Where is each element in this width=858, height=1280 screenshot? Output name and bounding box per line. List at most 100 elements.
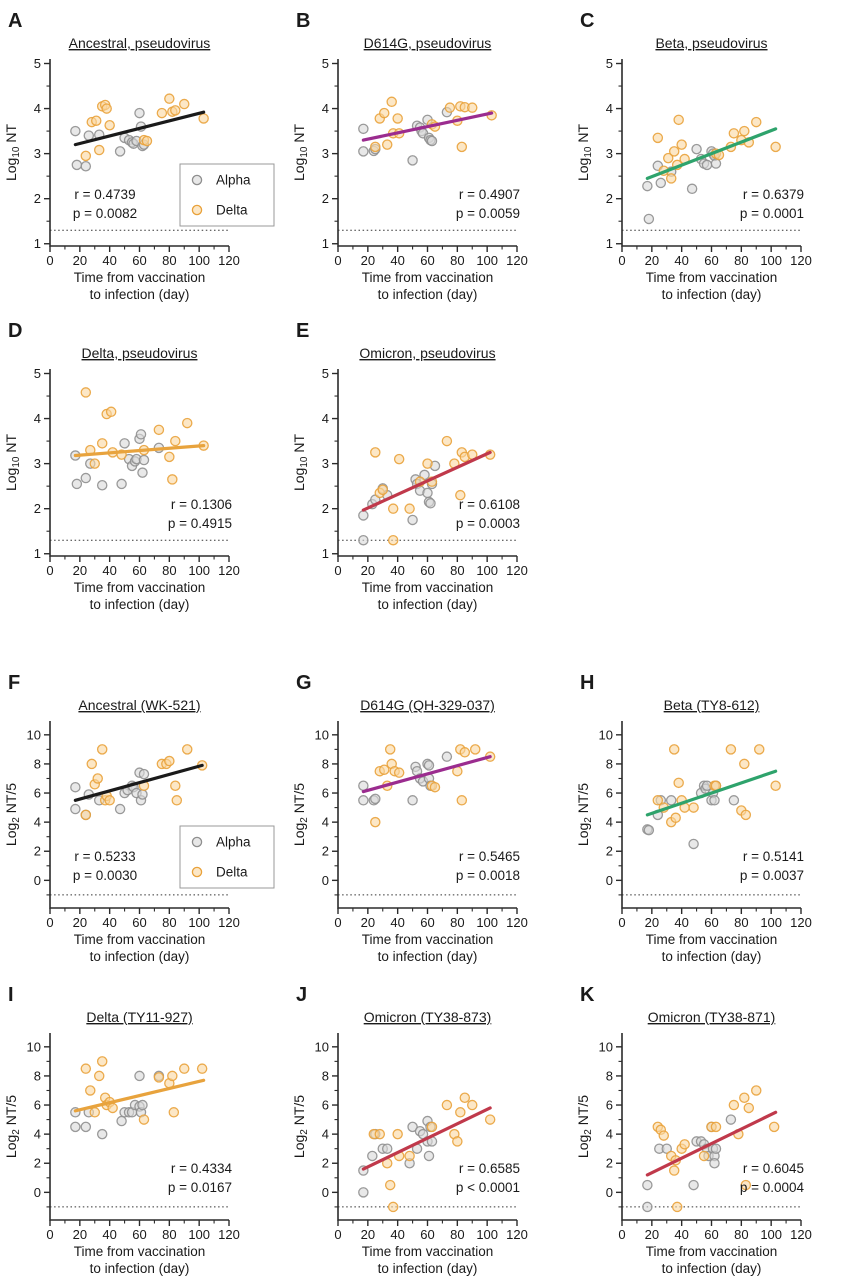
data-point-delta [469,744,481,755]
data-point-delta [167,1070,178,1082]
data-point-alpha [728,795,740,806]
panel-title: Beta, pseudovirus [655,35,767,51]
x-tick-label: 20 [361,253,375,268]
data-point-delta [393,767,405,778]
x-tick-label: 0 [334,253,341,268]
y-tick-label: 8 [606,756,613,771]
data-point-delta [698,1150,710,1162]
x-tick-label: 80 [734,253,748,268]
r-value: r = 0.5141 [743,849,804,864]
y-axis-label: Log2 NT/5 [3,783,22,846]
x-axis-label-line2: to infection (day) [378,597,478,612]
x-tick-label: 20 [361,563,375,578]
y-axis-label: Log10 NT [3,434,22,491]
data-point-delta [153,424,165,436]
data-point-delta [170,105,181,116]
data-point-delta [459,1092,471,1104]
y-tick-label: 1 [322,236,329,251]
data-point-alpha [642,180,653,192]
legend-marker-delta [191,866,203,878]
x-tick-label: 80 [162,1227,176,1242]
x-tick-label: 40 [674,253,688,268]
data-point-alpha [441,751,453,762]
data-point-delta [422,458,433,469]
data-point-delta [80,809,92,821]
panel-h: H Beta (TY8-612) Log2 NT/5 0 20 40 60 80 100 120 0… [572,664,858,975]
data-point-delta [668,146,680,157]
y-tick-label: 8 [34,1068,41,1083]
trend-line [73,110,206,147]
x-axis-label-line2: to infection (day) [662,287,762,302]
data-point-alpha [358,795,369,806]
data-point-alpha [725,1114,737,1125]
data-point-alpha [370,793,381,805]
x-axis-label-line1: Time from vaccination [362,932,494,947]
data-point-delta [739,758,750,770]
data-point-alpha [425,498,436,509]
trend-line [645,1110,778,1177]
trend-line [73,763,204,802]
panel-title: Omicron (TY38-873) [364,1009,492,1025]
p-value: p = 0.4915 [168,516,232,531]
data-point-alpha [138,768,150,780]
legend-marker-alpha [191,836,203,848]
x-tick-label: 20 [645,253,659,268]
y-tick-label: 10 [27,1039,41,1054]
x-tick-label: 60 [704,253,718,268]
data-point-delta [688,802,699,813]
data-point-delta [404,1150,415,1162]
scatter-chart-a: A Ancestral, pseudovirus Log10 NT 0 20 40 60 80… [3,10,275,302]
x-axis-label-line2: to infection (day) [662,949,762,964]
data-point-alpha [643,824,655,836]
data-point-delta [456,795,468,806]
data-point-alpha [71,159,83,171]
legend-box [179,825,275,889]
x-tick-label: 100 [760,253,782,268]
x-tick-label: 0 [334,563,341,578]
data-point-alpha [688,838,699,850]
data-point-delta [652,132,664,144]
data-point-delta [96,744,108,755]
data-point-delta [673,777,684,789]
y-tick-label: 1 [322,546,329,561]
y-tick-label: 10 [315,727,329,742]
panel-k: K Omicron (TY38-871) Log2 NT/5 0 20 40 60 80 100… [572,976,858,1280]
data-point-alpha [423,1150,435,1162]
x-axis-label-line1: Time from vaccination [74,270,206,285]
data-point-delta [662,152,674,164]
x-axis-label-line1: Time from vaccination [646,270,778,285]
x-tick-label: 20 [361,1227,375,1242]
r-value: r = 0.1306 [171,497,232,512]
data-point-delta [89,458,101,469]
y-tick-label: 2 [606,1156,613,1171]
y-tick-label: 2 [34,501,41,516]
data-point-delta [156,107,168,119]
y-tick-label: 4 [322,815,329,830]
data-point-delta [740,1179,752,1191]
y-tick-label: 4 [606,1127,613,1142]
y-tick-label: 6 [322,786,329,801]
x-tick-label: 120 [218,563,240,578]
data-point-delta [90,115,102,126]
y-tick-label: 10 [599,727,613,742]
x-tick-label: 20 [361,915,375,930]
data-point-delta [770,141,781,153]
data-point-delta [107,1102,118,1114]
y-tick-label: 6 [34,786,41,801]
data-point-delta [168,1107,180,1118]
y-axis-label: Log2 NT/5 [3,1095,22,1158]
x-tick-label: 120 [790,253,812,268]
x-tick-label: 80 [734,1227,748,1242]
data-point-delta [393,453,405,465]
y-tick-label: 8 [34,756,41,771]
panel-title: D614G, pseudovirus [364,35,492,51]
data-point-alpha [135,429,147,440]
data-point-alpha [686,183,698,195]
data-point-alpha [642,1201,653,1213]
panel-d: D Delta, pseudovirus Log10 NT 0 20 40 60 80 100 1… [0,312,286,623]
data-point-delta [658,1130,670,1141]
trend-line [73,444,206,458]
